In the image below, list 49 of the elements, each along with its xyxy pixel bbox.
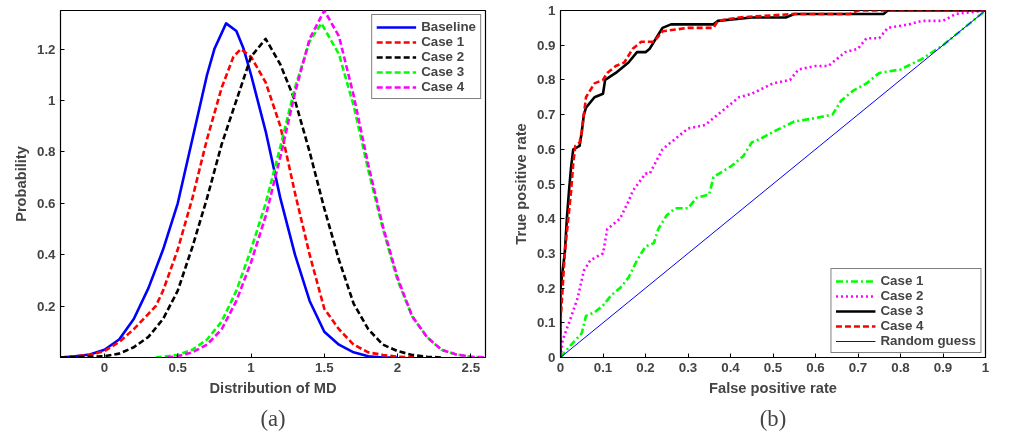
legend-label: Case 2 — [421, 49, 465, 64]
y-tick-label: 0.8 — [536, 72, 556, 88]
legend-label: Baseline — [421, 19, 476, 34]
y-tick-label: 0.1 — [536, 315, 557, 331]
text: (a) — [260, 405, 286, 431]
x-tick-label: 0.8 — [891, 359, 910, 375]
y-tick-label: 0.7 — [536, 107, 556, 123]
y-axis-title: True positive rate — [512, 123, 529, 245]
x-tick-label: 0.3 — [678, 359, 698, 375]
legend-label: Case 2 — [880, 288, 924, 303]
x-axis-title: False positive rate — [709, 379, 837, 396]
x-tick-label: 0.6 — [806, 359, 825, 375]
x-tick-label: 0.4 — [721, 359, 741, 375]
x-axis-title: Distribution of MD — [209, 379, 337, 396]
x-tick-label: 0.5 — [763, 359, 783, 375]
x-tick-label: 0.9 — [933, 359, 953, 375]
legend-label: Case 4 — [421, 79, 465, 94]
y-tick-label: 1 — [548, 3, 557, 18]
x-tick-label: 0 — [100, 359, 109, 375]
y-tick-label: 1 — [48, 92, 57, 108]
x-tick-label: 2.5 — [461, 359, 481, 375]
x-tick-label: 1 — [981, 359, 990, 375]
legend-label: Case 3 — [421, 64, 465, 79]
y-tick-label: 0.2 — [36, 298, 56, 314]
x-tick-label: 0.2 — [636, 359, 655, 375]
x-tick-label: 0.5 — [168, 359, 188, 375]
y-tick-label: 0.5 — [536, 176, 557, 192]
y-tick-label: 0.4 — [536, 211, 557, 227]
line-series — [560, 10, 986, 358]
y-tick-label: 0.2 — [536, 280, 556, 296]
y-tick-label: 0.9 — [536, 37, 556, 53]
legend-label: Random guess — [880, 333, 976, 348]
x-tick-label: 0.1 — [593, 359, 613, 375]
text: (b) — [759, 405, 787, 431]
legend-label: Case 1 — [880, 273, 924, 288]
y-tick-label: 0.4 — [36, 247, 57, 263]
x-tick-label: 2 — [393, 359, 402, 375]
y-tick-label: 0.6 — [536, 141, 556, 157]
x-tick-label: 1 — [247, 359, 256, 375]
legend-label: Case 3 — [880, 303, 924, 318]
y-tick-label: 0.6 — [36, 195, 56, 211]
y-axis-title: Probability — [12, 145, 29, 222]
y-tick-label: 0.3 — [536, 245, 556, 261]
y-tick-label: 0.8 — [36, 144, 56, 160]
y-tick-label: 1.2 — [36, 41, 56, 57]
legend-label: Case 4 — [880, 318, 924, 333]
x-tick-label: 0.7 — [848, 359, 868, 375]
legend-label: Case 1 — [421, 34, 465, 49]
x-tick-label: 1.5 — [315, 359, 335, 375]
